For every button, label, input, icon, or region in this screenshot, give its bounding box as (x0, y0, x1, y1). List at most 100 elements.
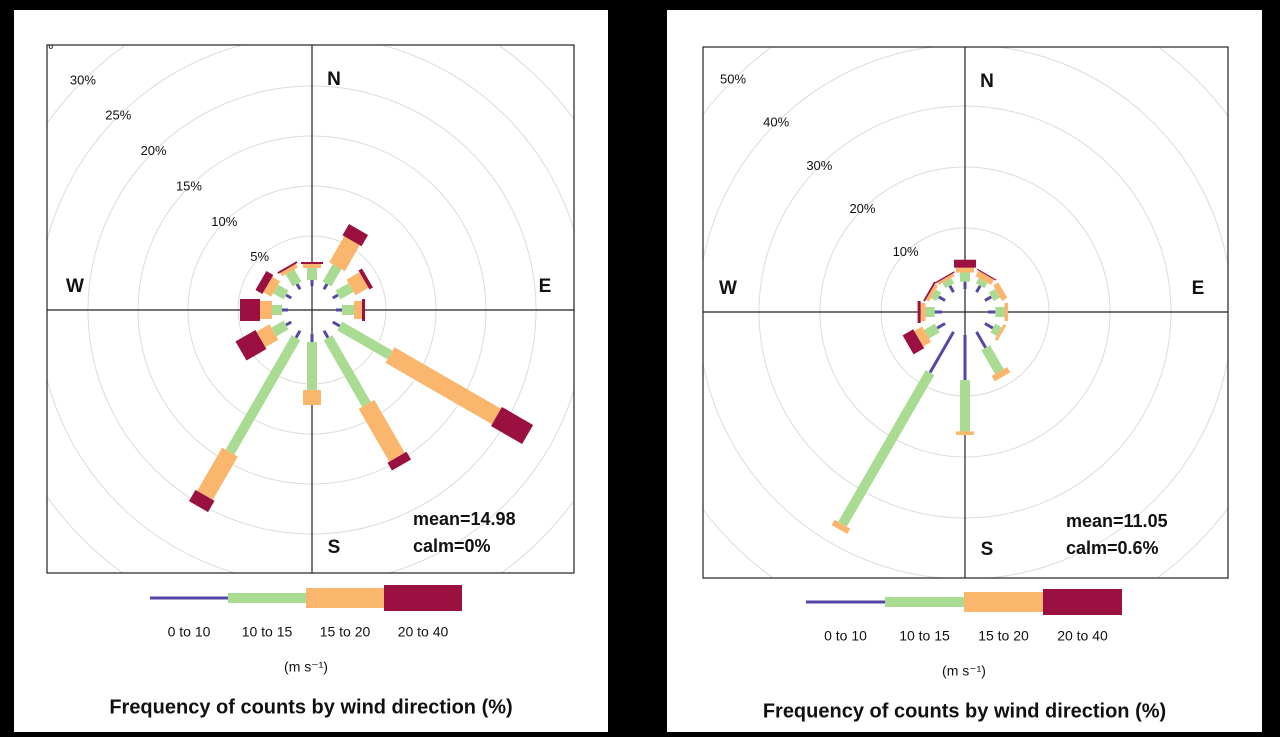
rose-segment (960, 380, 970, 432)
rose-segment (937, 295, 946, 302)
legend-label: 0 to 10 (824, 628, 867, 644)
rose-segment (838, 370, 935, 527)
rose-segment (342, 223, 369, 247)
plot-frame (702, 46, 1229, 579)
rose-segment (930, 289, 942, 302)
rose-segment (984, 295, 993, 302)
rose-segment (295, 283, 302, 290)
rose-segment (954, 259, 976, 268)
rose-segment (935, 271, 955, 284)
legend-swatch (1043, 589, 1122, 615)
ring-label: 10% (211, 214, 237, 229)
rose-segment (956, 431, 974, 436)
rose-segment (323, 335, 371, 407)
rose-segment (928, 331, 955, 374)
rose-segment (902, 329, 925, 355)
legend-title: (m s⁻¹) (284, 659, 328, 675)
rose-segment (988, 288, 1001, 302)
direction-label: W (66, 276, 84, 297)
chart-title: Frequency of counts by wind direction (%… (109, 696, 512, 718)
annotation: mean=11.05 (1066, 511, 1168, 531)
rose-segment (987, 310, 996, 314)
rose-segment (975, 284, 982, 293)
rose-segment (942, 277, 955, 289)
rose-segment (963, 335, 967, 381)
rose-segment (336, 308, 342, 312)
rose-segment (332, 293, 339, 300)
rose-segment (329, 236, 360, 272)
rose-segment (285, 293, 292, 300)
rose-segment (991, 367, 1011, 382)
rose-segment (925, 284, 938, 302)
legend-title: (m s⁻¹) (942, 663, 986, 679)
rose-segment (346, 272, 369, 296)
direction-label: W (719, 278, 737, 299)
rose-segment (358, 268, 373, 290)
rose-segment (285, 320, 292, 327)
rose-segment (322, 330, 330, 339)
legend-label: 20 to 40 (398, 624, 449, 640)
annotation: calm=0% (413, 536, 491, 556)
legend-swatch (806, 600, 885, 604)
rose-segment (960, 272, 970, 282)
rose-segment (925, 307, 935, 317)
rose-segment (342, 305, 354, 315)
rose-segment (310, 334, 314, 342)
rose-segment (362, 299, 365, 321)
rose-segment (272, 305, 282, 315)
rose-segment (917, 301, 921, 323)
rose-segment (263, 276, 281, 297)
chart-title: Frequency of counts by wind direction (%… (763, 700, 1166, 722)
rose-segment (1004, 303, 1009, 321)
ring-label: 30% (70, 72, 96, 87)
legend-swatch (964, 592, 1043, 612)
rose-segment (490, 406, 534, 445)
rose-segment (385, 347, 501, 425)
plot-frame (46, 44, 575, 574)
direction-label: E (1192, 278, 1205, 299)
rose-segment (260, 301, 272, 319)
rose-segment (282, 308, 288, 312)
ring-label: 30% (806, 158, 832, 173)
rose-segment (277, 261, 298, 274)
rose-segment (956, 267, 974, 273)
rose-segment (337, 321, 393, 360)
ring-label: 5% (250, 249, 269, 264)
annotation: calm=0.6% (1066, 538, 1159, 558)
legend-swatch (306, 588, 384, 608)
legend-label: 20 to 40 (1057, 628, 1108, 644)
rose-segment (197, 447, 238, 500)
rose-segment (975, 331, 987, 349)
rose-segment (914, 326, 932, 347)
rose-segment (188, 489, 215, 513)
rose-segment (924, 323, 940, 339)
legend-swatch (384, 585, 462, 611)
legend-swatch (228, 593, 306, 603)
legend-label: 10 to 15 (899, 628, 950, 644)
rose-segment (975, 270, 995, 285)
rose-segment (294, 330, 302, 339)
legend-swatch (885, 597, 964, 607)
ring-label: 25% (105, 108, 131, 123)
rose-segment (994, 323, 1007, 342)
rose-segment (225, 335, 301, 455)
rose-segment (981, 345, 1004, 375)
rose-segment (990, 323, 1002, 337)
direction-label: S (328, 537, 341, 558)
annotation: mean=14.98 (413, 509, 516, 529)
legend-label: 15 to 20 (320, 624, 371, 640)
ring-label: 15% (176, 178, 202, 193)
rose-segment (273, 284, 289, 300)
ring-label: 10% (893, 244, 919, 259)
rose-segment (354, 301, 362, 319)
rose-segment (984, 322, 994, 330)
rose-segment (975, 277, 988, 289)
rose-segment (285, 269, 302, 287)
direction-label: N (327, 69, 341, 90)
rose-segment (920, 303, 926, 321)
rose-segment (301, 262, 323, 264)
ring-label: 20% (849, 201, 875, 216)
rose-segment (280, 263, 298, 277)
